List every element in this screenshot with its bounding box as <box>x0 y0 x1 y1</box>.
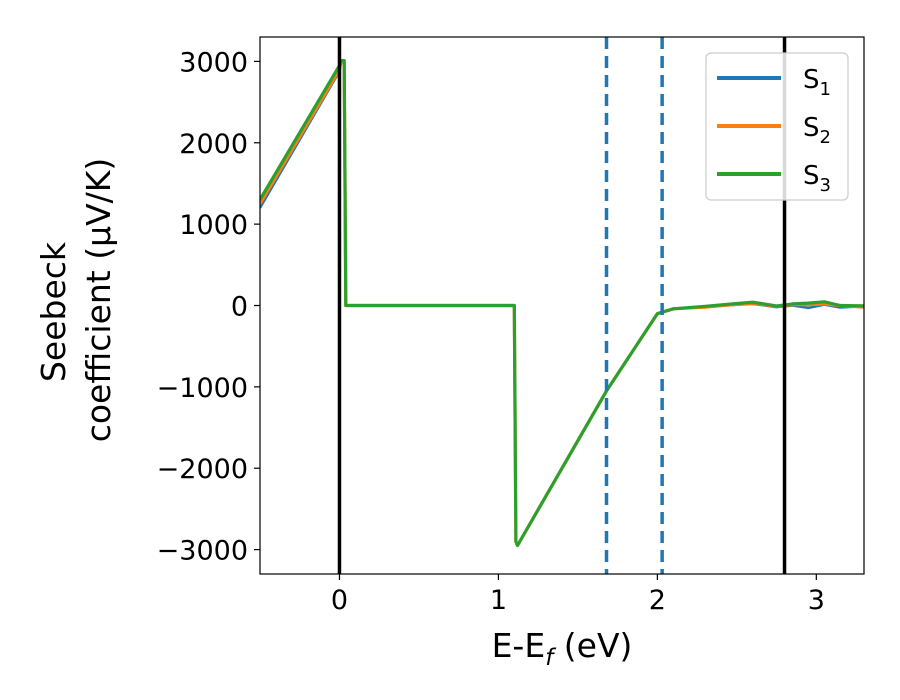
legend-label-s3: S3 <box>803 161 831 196</box>
y-tick-label: 2000 <box>179 129 248 160</box>
legend-label-s1: S1 <box>803 65 831 100</box>
y-tick-label: −3000 <box>157 536 248 567</box>
x-tick-label: 1 <box>490 585 507 616</box>
x-tick-label: 3 <box>808 585 825 616</box>
y-tick-label: −1000 <box>157 373 248 404</box>
legend-label-s2: S2 <box>803 113 831 148</box>
x-axis-label: E-Ef (eV) <box>492 626 633 671</box>
y-tick-label: −2000 <box>157 454 248 485</box>
legend: S1 S2 S3 <box>705 52 849 201</box>
y-tick-label: 1000 <box>179 210 248 241</box>
x-tick-label: 2 <box>649 585 666 616</box>
y-axis-label-line1: Seebeck <box>34 241 73 382</box>
x-tick-label: 0 <box>331 585 348 616</box>
series-line-s3 <box>260 58 864 548</box>
y-axis-label-line2: coefficient (μV/K) <box>79 158 118 443</box>
y-tick-label: 3000 <box>179 47 248 78</box>
y-tick-label: 0 <box>231 292 248 323</box>
